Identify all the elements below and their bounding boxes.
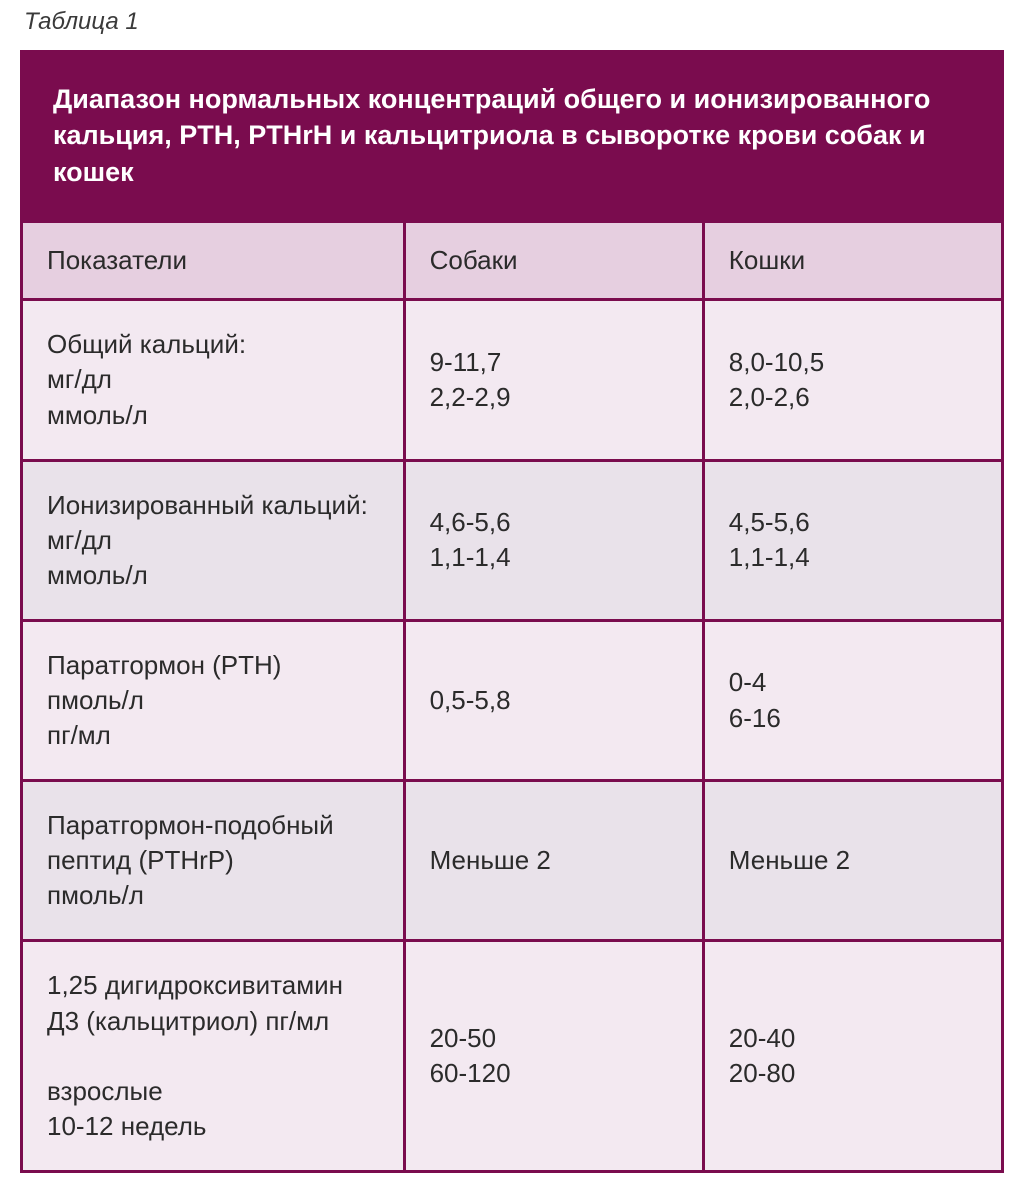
cell-param: Общий кальций:мг/длммоль/л [22,300,405,460]
cell-dogs: 9-11,72,2-2,9 [404,300,703,460]
table-row: Паратгормон-подобный пептид (PTHrP)пмоль… [22,781,1003,941]
header-row: Показатели Собаки Кошки [22,222,1003,300]
cell-dogs: 4,6-5,61,1-1,4 [404,460,703,620]
cell-dogs: Меньше 2 [404,781,703,941]
cell-param: Ионизированный кальций:мг/длммоль/л [22,460,405,620]
cell-cats: 8,0-10,52,0-2,6 [703,300,1002,460]
table-row: Паратгормон (PTH)пмоль/лпг/мл 0,5-5,8 0-… [22,620,1003,780]
cell-cats: 20-4020-80 [703,941,1002,1171]
cell-cats: 0-46-16 [703,620,1002,780]
col-header-param: Показатели [22,222,405,300]
cell-dogs: 0,5-5,8 [404,620,703,780]
col-header-cats: Кошки [703,222,1002,300]
reference-range-table: Диапазон нормальных концентраций общего … [20,50,1004,1173]
cell-dogs: 20-5060-120 [404,941,703,1171]
table-row: 1,25 дигидроксивитамин Д3 (кальцитриол) … [22,941,1003,1171]
title-row: Диапазон нормальных концентраций общего … [22,52,1003,222]
table-title: Диапазон нормальных концентраций общего … [22,52,1003,222]
cell-cats: Меньше 2 [703,781,1002,941]
table-row: Общий кальций:мг/длммоль/л 9-11,72,2-2,9… [22,300,1003,460]
table-caption: Таблица 1 [24,8,1004,36]
table-row: Ионизированный кальций:мг/длммоль/л 4,6-… [22,460,1003,620]
cell-param: Паратгормон (PTH)пмоль/лпг/мл [22,620,405,780]
cell-cats: 4,5-5,61,1-1,4 [703,460,1002,620]
col-header-dogs: Собаки [404,222,703,300]
cell-param: Паратгормон-подобный пептид (PTHrP)пмоль… [22,781,405,941]
table-body: Общий кальций:мг/длммоль/л 9-11,72,2-2,9… [22,300,1003,1172]
cell-param: 1,25 дигидроксивитамин Д3 (кальцитриол) … [22,941,405,1171]
